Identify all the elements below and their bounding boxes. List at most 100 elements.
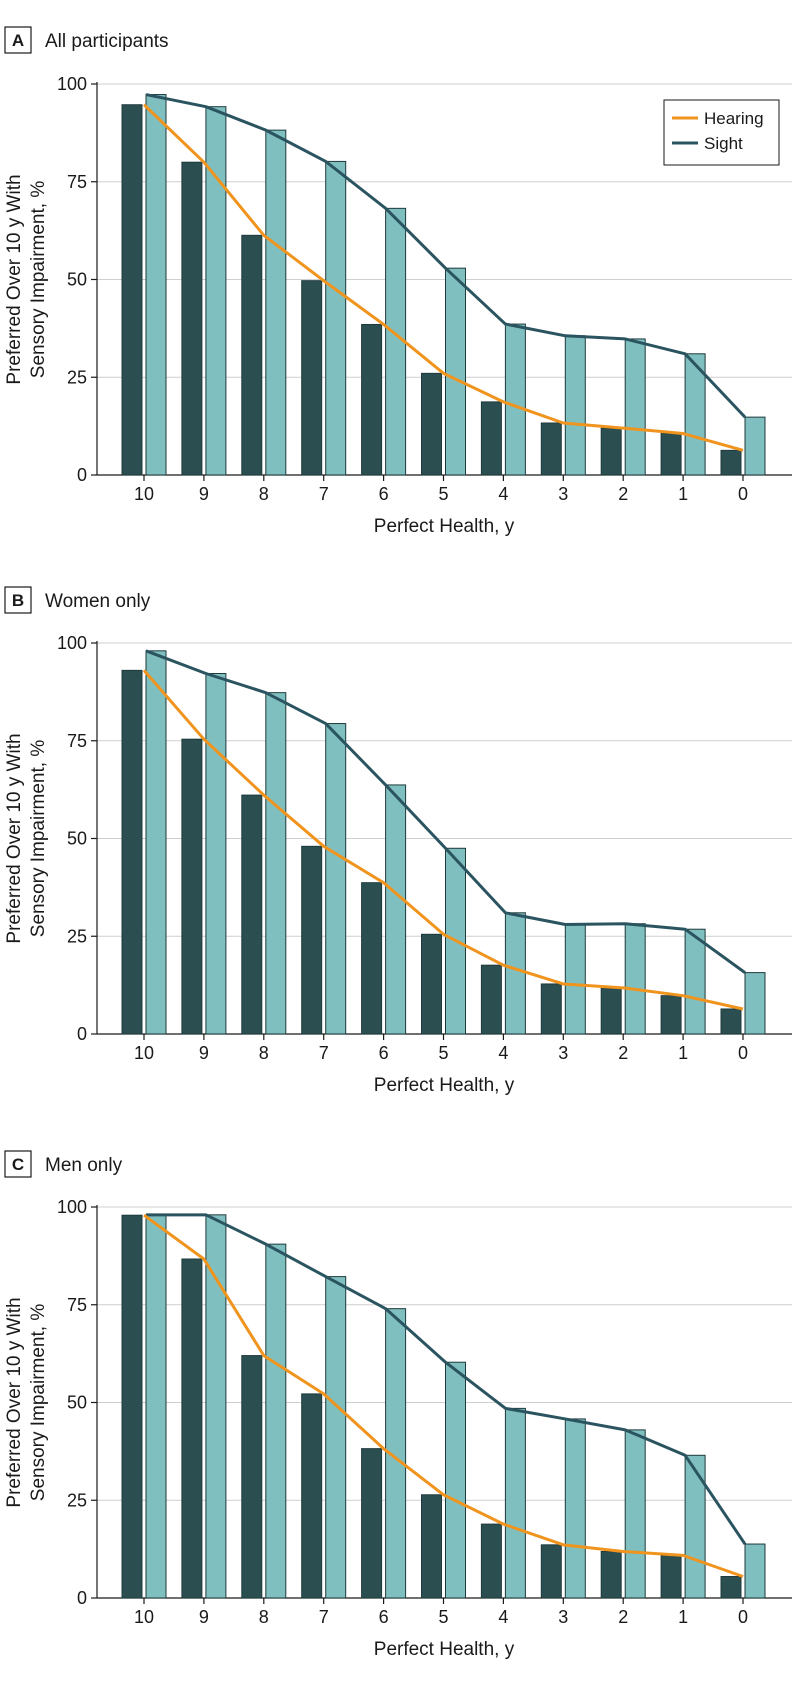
bar-sight — [744, 1543, 766, 1599]
panel-letter-box — [4, 26, 32, 54]
x-tick-label: 4 — [498, 484, 508, 504]
legend-label-sight: Sight — [704, 134, 743, 153]
x-axis-label: Perfect Health, y — [374, 1639, 515, 1660]
x-tick-label: 6 — [379, 1043, 389, 1063]
x-tick-label: 2 — [618, 1607, 628, 1627]
line-sight — [145, 649, 746, 974]
bar-hearing — [600, 427, 622, 476]
y-axis-label-line1: Preferred Over 10 y With — [4, 1297, 25, 1507]
bar-sight — [445, 1361, 466, 1599]
x-tick-label: 0 — [738, 1043, 748, 1063]
bar-hearing — [181, 1258, 203, 1599]
bar-sight — [624, 338, 646, 476]
x-tick-label: 0 — [738, 484, 748, 504]
bar-hearing — [121, 104, 143, 476]
y-tick-label: 0 — [77, 1588, 87, 1608]
bar-sight — [684, 1454, 706, 1599]
panel-title: Men only — [45, 1155, 123, 1176]
x-axis-label: Perfect Health, y — [374, 516, 515, 537]
panel-title: Women only — [45, 591, 151, 612]
bar-sight — [624, 923, 646, 1035]
bar-hearing — [540, 1544, 562, 1599]
y-tick-label: 75 — [67, 172, 87, 192]
bar-sight — [325, 160, 347, 476]
bar-hearing — [480, 964, 502, 1035]
legend-box — [663, 99, 780, 166]
y-axis-label-line2: Sensory Impairment, % — [28, 181, 49, 379]
y-tick-label: 100 — [57, 1197, 87, 1217]
y-tick-label: 0 — [77, 1024, 87, 1044]
panel-letter: B — [12, 591, 24, 610]
x-tick-label: 10 — [134, 1043, 154, 1063]
panel-letter-box — [4, 586, 32, 614]
bar-sight — [684, 353, 706, 476]
x-tick-label: 10 — [134, 1607, 154, 1627]
y-tick-label: 0 — [77, 465, 87, 485]
x-tick-label: 7 — [319, 484, 329, 504]
bar-hearing — [121, 669, 143, 1035]
bar-hearing — [301, 1393, 323, 1599]
y-tick-label: 100 — [57, 74, 87, 94]
x-tick-label: 5 — [438, 484, 448, 504]
panel-letter: C — [12, 1155, 24, 1174]
bar-sight — [145, 94, 167, 476]
bar-hearing — [301, 280, 323, 476]
bar-sight — [564, 335, 586, 476]
bar-hearing — [241, 1355, 263, 1599]
y-tick-label: 25 — [67, 367, 87, 387]
y-axis-label-line1: Preferred Over 10 y With — [4, 733, 25, 943]
bar-sight — [624, 1429, 646, 1599]
bar-sight — [325, 1276, 347, 1599]
bar-hearing — [540, 422, 562, 476]
y-tick-label: 75 — [67, 731, 87, 751]
bar-hearing — [421, 1494, 442, 1599]
bar-hearing — [361, 1448, 383, 1599]
bar-sight — [325, 723, 347, 1035]
panel-title: All participants — [45, 31, 169, 52]
x-tick-label: 9 — [199, 484, 209, 504]
bar-sight — [145, 1214, 167, 1599]
bar-hearing — [301, 845, 323, 1035]
x-tick-label: 9 — [199, 1607, 209, 1627]
bar-hearing — [540, 983, 562, 1035]
bar-hearing — [181, 738, 203, 1035]
bar-sight — [445, 267, 466, 476]
line-sight — [145, 93, 747, 419]
x-tick-label: 7 — [319, 1043, 329, 1063]
y-axis-label-line2: Sensory Impairment, % — [28, 1304, 49, 1502]
y-tick-label: 50 — [67, 829, 87, 849]
x-tick-label: 8 — [259, 1607, 269, 1627]
bar-sight — [504, 1407, 526, 1599]
x-tick-label: 1 — [678, 1607, 688, 1627]
bar-hearing — [361, 882, 383, 1035]
x-tick-label: 4 — [498, 1607, 508, 1627]
bar-hearing — [720, 1008, 742, 1035]
bar-hearing — [600, 1550, 622, 1599]
bar-hearing — [241, 794, 263, 1035]
bar-hearing — [241, 234, 263, 476]
y-tick-label: 25 — [67, 1490, 87, 1510]
bar-sight — [265, 129, 287, 476]
y-tick-label: 50 — [67, 1393, 87, 1413]
x-tick-label: 4 — [498, 1043, 508, 1063]
panel-letter: A — [12, 31, 24, 50]
bar-hearing — [121, 1214, 143, 1599]
bar-sight — [385, 784, 407, 1035]
bar-sight — [205, 1214, 227, 1599]
bar-hearing — [660, 433, 682, 476]
x-tick-label: 8 — [259, 1043, 269, 1063]
bar-hearing — [181, 161, 203, 476]
x-tick-label: 9 — [199, 1043, 209, 1063]
x-tick-label: 6 — [379, 484, 389, 504]
bar-sight — [265, 692, 287, 1035]
bar-sight — [145, 650, 167, 1035]
line-hearing — [142, 103, 744, 452]
x-tick-label: 8 — [259, 484, 269, 504]
x-tick-label: 5 — [438, 1043, 448, 1063]
bar-hearing — [660, 995, 682, 1035]
line-hearing — [142, 669, 744, 1011]
x-axis-label: Perfect Health, y — [374, 1075, 515, 1096]
